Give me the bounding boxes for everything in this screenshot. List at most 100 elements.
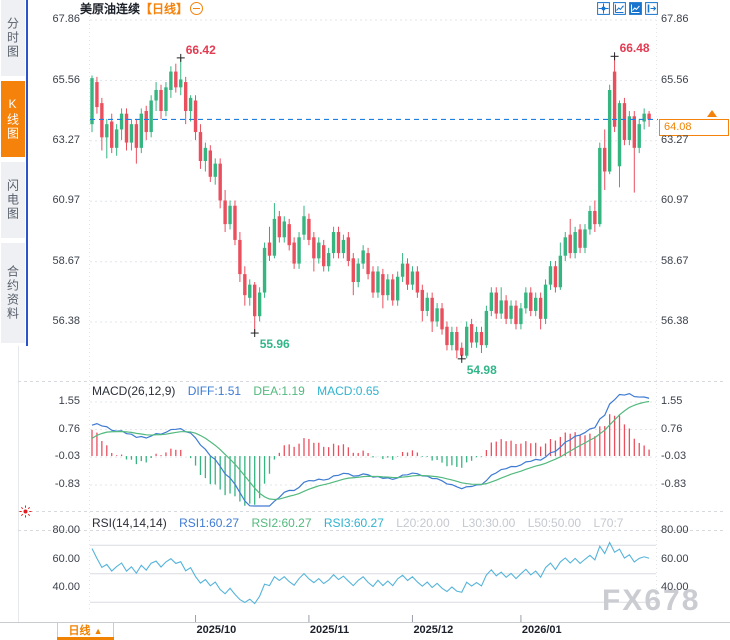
candle [326,253,331,267]
candle [593,210,597,225]
rsi1-value: RSI1:60.27 [179,516,240,530]
candle [632,116,636,148]
sidebar-item-kline-chart[interactable]: K线图 [1,81,25,157]
candle [440,308,444,330]
macd-dea-value: DEA:1.19 [253,384,305,398]
candle [612,71,617,127]
candle [119,113,124,130]
candle [548,266,553,285]
candle [356,263,360,283]
candle [223,200,227,225]
candle [474,331,479,343]
candle [169,71,173,90]
candle [376,271,380,293]
period-tab-expand-icon: ▲ [93,626,103,636]
candle [455,331,459,351]
period-tag: 【日线】 [140,2,189,16]
candle [134,124,139,148]
price-annotation: 66.42 [185,42,216,57]
candle [297,237,301,264]
left-gutter-line [18,346,19,622]
price-up-arrow-icon [707,110,717,117]
candle [272,218,277,256]
candle [607,89,612,172]
candle [583,229,587,248]
candle [257,292,262,317]
rsi-level-20: L20:20.00 [396,516,450,530]
candle [469,324,474,343]
candle [228,205,232,225]
crosshair-icon[interactable] [597,2,610,15]
candle [415,271,420,293]
candle [302,216,306,235]
candle [317,242,321,259]
last-price-box: 64.08 [659,119,729,136]
candle [489,292,494,311]
candle [627,116,632,140]
candle [494,292,498,314]
candle [292,242,296,264]
candle [144,111,148,133]
price-tick-label: 67.86 [52,13,80,25]
rsi-line [91,541,650,605]
candle [164,87,168,112]
candle [179,79,183,88]
macd-header: MACD(26,12,9) DIFF:1.51 DEA:1.19 MACD:0.… [92,384,388,398]
period-tab-label: 日线 [68,625,91,637]
candle [578,229,582,248]
sidebar: 分时图 K线图 闪电图 合约资料 [0,0,28,346]
rsi-title: RSI(14,14,14) [92,516,167,530]
period-tab-daily[interactable]: 日线 ▲ [57,623,114,639]
candle [154,89,158,101]
candle [420,289,425,311]
rsi-level-50: L50:50.00 [527,516,582,530]
x-axis-label: 2025/11 [309,623,350,636]
candle [598,147,602,225]
candle [529,292,533,311]
candle [105,124,109,138]
collapse-panel-icon[interactable] [190,2,204,15]
candle [366,253,370,275]
candle [198,132,203,162]
price-tick-label: 67.86 [661,13,689,25]
candle [445,326,449,346]
candle [129,124,134,143]
macd-tick-label: -0.03 [661,450,687,463]
candle [573,232,577,254]
candle [603,147,607,172]
sidebar-item-contract-info[interactable]: 合约资料 [1,243,25,343]
x-axis-label: 2025/12 [413,623,454,636]
candle [188,97,193,112]
candle [391,279,395,301]
candle [534,297,538,311]
macd-tick-label: 0.76 [661,422,683,435]
indicator-alert-icon[interactable] [19,505,32,518]
sidebar-item-lightning-chart[interactable]: 闪电图 [1,162,25,238]
chart-title: 美原油连续【日线】 [80,0,204,16]
candle [262,247,267,293]
candle [312,237,316,259]
price-tick-label: 63.27 [52,133,80,146]
candle [208,150,213,177]
x-axis-label: 2025/10 [196,623,237,636]
price-tick-label: 56.38 [52,315,80,327]
candle [395,276,400,301]
candle [183,82,188,112]
candle [331,232,336,254]
macd-tick-label: -0.83 [54,478,80,490]
macd-diff-value: DIFF:1.51 [187,384,242,398]
candle [464,326,469,356]
chart-toolbar [597,2,658,15]
candle [159,89,163,112]
candle [282,221,286,238]
sidebar-item-time-chart[interactable]: 分时图 [1,0,25,76]
candle [203,147,208,162]
zoom-scale-icon[interactable] [613,2,626,15]
chart-mode-icon[interactable] [629,2,642,15]
exit-view-icon[interactable] [645,2,658,15]
candle [410,271,415,285]
rsi-tick-label: 40.00 [52,581,80,593]
rsi-header: RSI(14,14,14) RSI1:60.27 RSI2:60.27 RSI3… [92,516,655,530]
